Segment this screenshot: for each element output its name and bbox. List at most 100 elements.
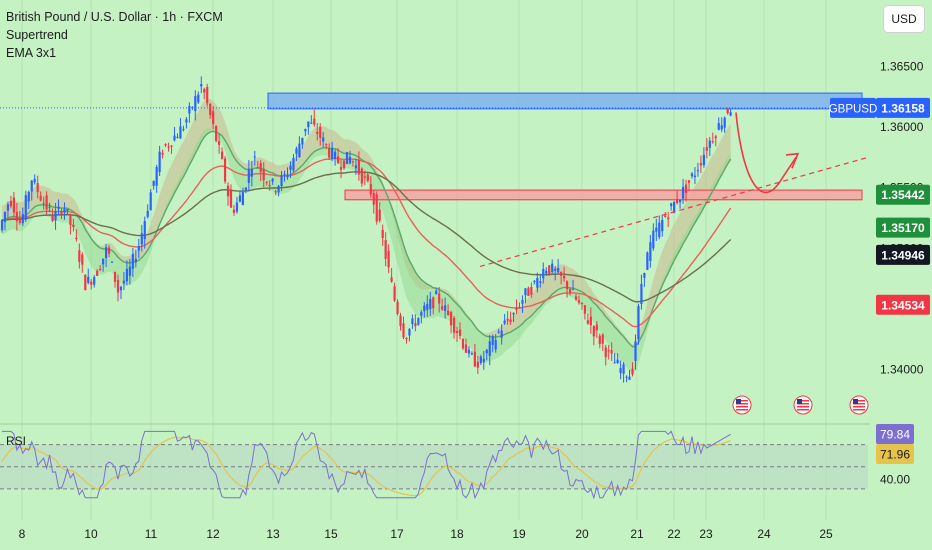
symbol-title[interactable]: British Pound / U.S. Dollar · 1h · FXCM bbox=[6, 10, 223, 24]
candle-body bbox=[619, 368, 622, 374]
candle-body bbox=[678, 199, 682, 203]
candle-body bbox=[458, 329, 462, 336]
candle-body bbox=[209, 103, 212, 116]
rsi-tag-label: 40.00 bbox=[880, 473, 910, 487]
candle-body bbox=[601, 334, 604, 344]
candle-body bbox=[441, 306, 444, 310]
candle-body bbox=[75, 237, 78, 240]
candle-body bbox=[229, 189, 233, 208]
candle-body bbox=[372, 193, 375, 205]
candle-body bbox=[545, 270, 548, 274]
candle-body bbox=[714, 136, 717, 139]
candle-body bbox=[583, 305, 587, 314]
candle-body bbox=[107, 247, 111, 254]
candle-body bbox=[571, 289, 575, 291]
flag-stripe bbox=[797, 406, 809, 408]
x-tick-label: 25 bbox=[819, 527, 833, 541]
candle-body bbox=[687, 180, 691, 183]
candle-body bbox=[565, 281, 569, 290]
candle-body bbox=[610, 350, 613, 354]
candle-body bbox=[357, 159, 360, 175]
candle-body bbox=[512, 313, 515, 315]
candle-body bbox=[717, 123, 720, 130]
candle-body bbox=[313, 118, 316, 125]
candle-body bbox=[664, 215, 667, 217]
candle-body bbox=[607, 350, 610, 352]
flag-stripe bbox=[853, 409, 865, 411]
candle-body bbox=[723, 117, 726, 128]
price-tag-label: 1.34534 bbox=[881, 298, 925, 312]
candle-body bbox=[158, 151, 161, 173]
candles-layer[interactable] bbox=[0, 76, 732, 383]
candle-body bbox=[90, 281, 93, 285]
candle-body bbox=[179, 126, 182, 139]
candle-body bbox=[161, 152, 164, 155]
candle-body bbox=[155, 167, 158, 186]
candle-body bbox=[140, 233, 143, 245]
candle-body bbox=[93, 277, 96, 285]
time-axis-bg bbox=[0, 520, 932, 550]
candle-body bbox=[259, 163, 262, 172]
candle-body bbox=[402, 323, 405, 338]
candle-body bbox=[411, 318, 414, 325]
candle-body bbox=[551, 263, 554, 273]
candle-body bbox=[265, 182, 268, 184]
supertrend-cloud bbox=[2, 98, 731, 347]
candle-body bbox=[693, 175, 697, 178]
candle-body bbox=[78, 250, 81, 262]
candle-body bbox=[399, 315, 402, 326]
candle-body bbox=[33, 178, 36, 183]
candle-body bbox=[203, 89, 206, 93]
indicator-supertrend-label[interactable]: Supertrend bbox=[6, 28, 68, 42]
candle-body bbox=[42, 203, 45, 205]
candle-body bbox=[57, 206, 60, 210]
candle-body bbox=[643, 272, 646, 278]
candle-body bbox=[509, 319, 512, 322]
candle-body bbox=[470, 353, 474, 355]
candle-body bbox=[580, 303, 584, 305]
candle-body bbox=[366, 174, 369, 181]
flag-stripe bbox=[853, 400, 865, 402]
x-tick-label: 23 bbox=[699, 527, 713, 541]
rsi-tag-label: 79.84 bbox=[880, 428, 910, 442]
x-tick-label: 24 bbox=[757, 527, 771, 541]
candle-body bbox=[381, 229, 384, 239]
candle-body bbox=[503, 320, 506, 324]
candle-body bbox=[345, 152, 349, 164]
candle-body bbox=[63, 208, 66, 213]
trendline bbox=[479, 156, 869, 268]
flag-stripe bbox=[797, 403, 809, 405]
currency-button[interactable]: USD bbox=[884, 6, 924, 32]
candle-body bbox=[182, 129, 185, 131]
candle-body bbox=[702, 154, 705, 166]
flag-stripe bbox=[853, 403, 865, 405]
candle-body bbox=[322, 137, 325, 142]
candle-body bbox=[560, 271, 563, 276]
candle-body bbox=[598, 335, 601, 345]
ema-layer bbox=[1, 130, 732, 348]
candle-body bbox=[280, 175, 283, 187]
candle-body bbox=[54, 211, 57, 221]
candle-body bbox=[497, 331, 500, 333]
rsi-value-tag: 40.00 bbox=[880, 473, 910, 487]
price-tag-label: 1.36158 bbox=[881, 101, 925, 115]
candle-body bbox=[102, 258, 105, 265]
x-tick-label: 19 bbox=[512, 527, 526, 541]
y-tick-label: 1.36500 bbox=[880, 59, 924, 73]
candle-body bbox=[461, 339, 465, 349]
candle-body bbox=[87, 276, 90, 283]
candle-body bbox=[185, 119, 188, 123]
indicator-ema-label[interactable]: EMA 3x1 bbox=[6, 46, 57, 60]
candle-body bbox=[539, 281, 542, 283]
candle-body bbox=[298, 143, 301, 158]
candle-body bbox=[96, 270, 99, 276]
candle-body bbox=[241, 192, 244, 206]
candle-body bbox=[146, 210, 149, 217]
candle-body bbox=[292, 158, 295, 171]
candle-body bbox=[530, 287, 533, 295]
projection-arrowhead bbox=[785, 152, 800, 169]
candle-body bbox=[128, 266, 131, 276]
rsi-indicator-label[interactable]: RSI bbox=[6, 434, 27, 448]
candle-body bbox=[348, 156, 352, 164]
